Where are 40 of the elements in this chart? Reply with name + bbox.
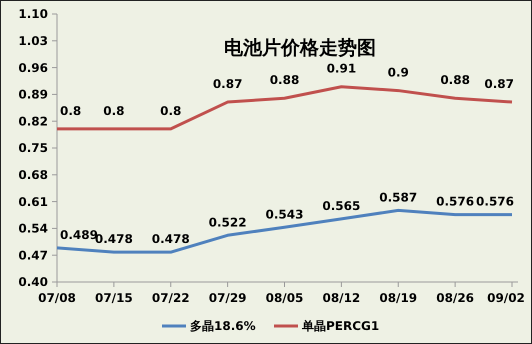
data-label: 0.8 bbox=[103, 104, 125, 118]
x-tick-label: 07/08 bbox=[38, 291, 76, 305]
data-label: 0.91 bbox=[326, 62, 356, 76]
data-label: 0.522 bbox=[208, 215, 247, 230]
x-tick-label: 07/22 bbox=[152, 291, 190, 305]
x-tick-label: 08/19 bbox=[379, 291, 418, 305]
data-label: 0.8 bbox=[160, 104, 182, 118]
data-label: 0.88 bbox=[270, 73, 300, 88]
y-tick-label: 0.40 bbox=[18, 275, 48, 290]
data-label: 0.576 bbox=[476, 194, 514, 209]
y-tick-label: 1.10 bbox=[18, 7, 48, 22]
x-tick-label: 08/26 bbox=[436, 291, 474, 305]
y-tick-label: 0.54 bbox=[18, 222, 48, 236]
y-tick-label: 1.03 bbox=[18, 34, 48, 48]
legend-label: 多晶18.6% bbox=[190, 319, 256, 334]
y-tick-label: 0.75 bbox=[18, 141, 48, 156]
data-label: 0.8 bbox=[60, 104, 82, 118]
y-tick-label: 0.82 bbox=[18, 114, 48, 128]
data-label: 0.87 bbox=[484, 77, 514, 92]
y-tick-label: 0.61 bbox=[18, 194, 48, 209]
text: 电池片价格走势图 bbox=[224, 37, 376, 59]
data-label: 0.88 bbox=[440, 73, 470, 88]
y-tick-label: 0.47 bbox=[18, 248, 48, 262]
data-label: 0.87 bbox=[212, 77, 242, 92]
data-label: 0.576 bbox=[436, 194, 474, 209]
y-tick-label: 0.96 bbox=[18, 60, 48, 75]
data-label: 0.9 bbox=[388, 66, 409, 80]
y-tick-label: 0.89 bbox=[18, 88, 48, 102]
legend-label: 单晶PERCG1 bbox=[301, 319, 380, 334]
x-tick-label: 07/29 bbox=[208, 291, 247, 305]
x-tick-label: 09/02 bbox=[487, 291, 525, 305]
x-tick-label: 07/15 bbox=[94, 291, 133, 305]
data-label: 0.478 bbox=[152, 232, 190, 246]
line-series bbox=[56, 208, 514, 254]
data-label: 0.565 bbox=[322, 198, 360, 213]
data-label: 0.587 bbox=[379, 190, 418, 204]
x-tick-label: 08/05 bbox=[266, 291, 304, 305]
x-tick-label: 08/12 bbox=[322, 291, 360, 305]
y-tick-label: 0.68 bbox=[18, 168, 48, 182]
data-label: 0.543 bbox=[266, 207, 304, 222]
